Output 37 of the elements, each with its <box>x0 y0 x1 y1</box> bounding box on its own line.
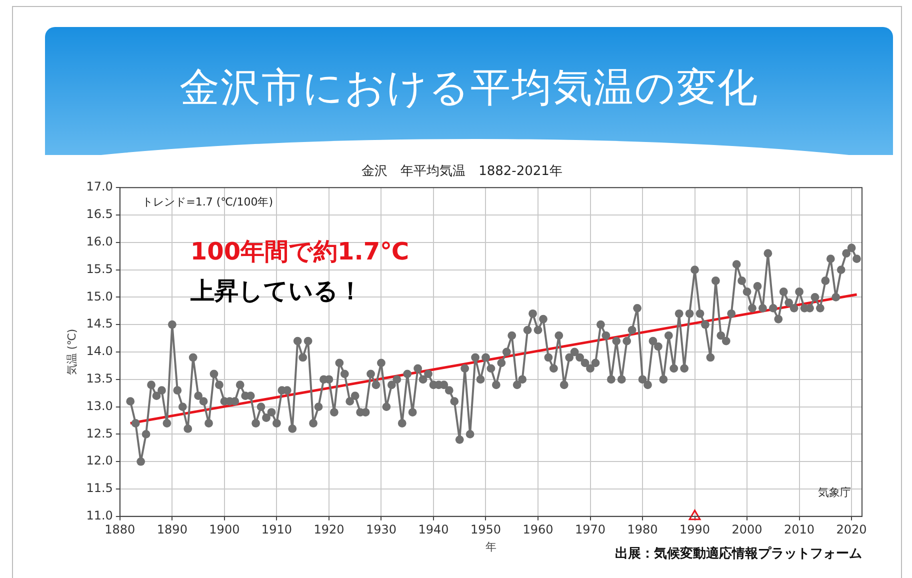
y-tick-label: 14.0 <box>86 344 113 358</box>
y-tick-label: 17.0 <box>86 180 113 194</box>
x-tick-label: 1970 <box>574 522 606 537</box>
annotation: 100年間で約1.7℃ <box>190 238 410 266</box>
y-tick-label: 16.5 <box>86 207 113 222</box>
y-tick-label: 15.5 <box>86 262 113 276</box>
annotation: トレンド=1.7 (℃/100年) <box>142 195 274 208</box>
x-tick-label: 2020 <box>836 522 867 537</box>
y-tick-label: 11.0 <box>86 508 113 523</box>
x-tick-label: 1960 <box>522 522 554 537</box>
x-tick-label: 1930 <box>366 522 396 537</box>
y-tick-label: 14.5 <box>86 316 113 331</box>
y-tick-label: 12.5 <box>86 426 113 440</box>
x-tick-label: 1910 <box>261 522 292 537</box>
x-tick-label: 1940 <box>418 522 449 537</box>
y-tick-label: 11.5 <box>86 481 113 496</box>
y-tick-label: 16.0 <box>86 234 113 249</box>
x-tick-label: 1950 <box>470 522 502 537</box>
x-tick-label: 2010 <box>784 522 815 537</box>
y-tick-label: 13.5 <box>86 372 113 386</box>
text: 出展：気候変動適応情報プラットフォーム <box>615 546 862 562</box>
x-axis-title: 年 <box>485 540 496 554</box>
x-tick-label: 1990 <box>679 522 710 537</box>
chart-title: 金沢市における平均気温の変化 <box>178 64 760 113</box>
annotation: 上昇している！ <box>189 277 362 306</box>
x-tick-label: 2000 <box>732 522 762 537</box>
x-tick-label: 1880 <box>104 522 136 537</box>
annotation: 気象庁 <box>818 486 851 500</box>
x-tick-label: 1920 <box>314 522 344 537</box>
chart-subtitle: 金沢 年平均気温 1882-2021年 <box>362 164 562 180</box>
x-tick-label: 1980 <box>627 522 658 537</box>
y-tick-label: 15.0 <box>86 289 113 304</box>
y-axis-title: 気温 (℃) <box>65 328 78 376</box>
x-tick-label: 1890 <box>156 522 188 537</box>
y-tick-label: 12.0 <box>86 454 113 468</box>
x-tick-label: 1900 <box>209 522 240 537</box>
y-tick-label: 13.0 <box>86 398 113 413</box>
